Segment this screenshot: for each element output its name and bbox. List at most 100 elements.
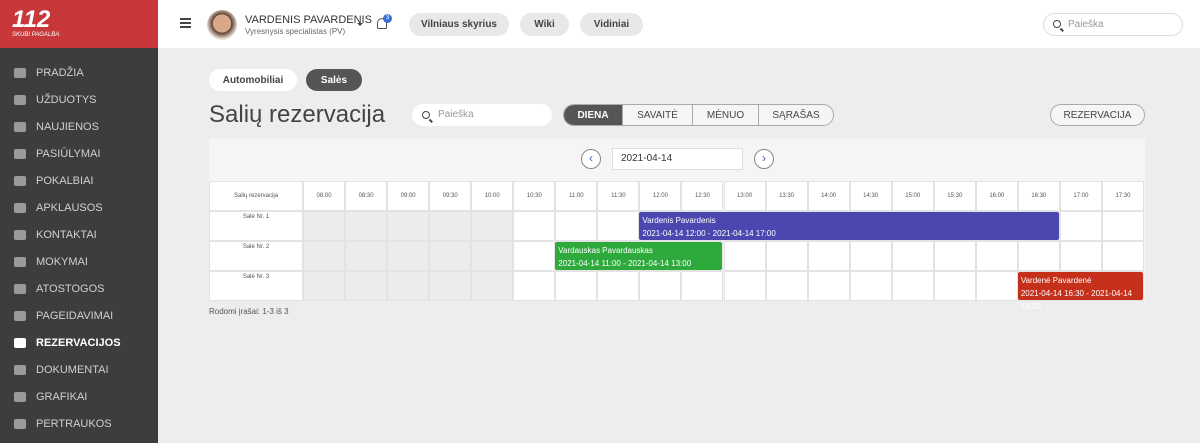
sidebar-item-grafikai[interactable]: Grafikai [0, 383, 158, 410]
sidebar-item-dokumentai[interactable]: Dokumentai [0, 356, 158, 383]
bell-icon[interactable] [377, 18, 387, 29]
time-slot[interactable] [975, 271, 1018, 301]
logo-number: 112 [12, 6, 51, 33]
tab-automobiliai[interactable]: Automobiliai [209, 69, 297, 91]
user-name[interactable]: VARDENIS PAVARDENIS [245, 14, 372, 26]
time-slot[interactable] [1101, 211, 1144, 241]
time-slot[interactable] [1059, 241, 1102, 271]
time-slot[interactable] [723, 271, 766, 301]
event-range: 2021-04-14 11:00 - 2021-04-14 13:00 [558, 259, 692, 268]
time-slot[interactable] [597, 271, 640, 301]
time-slot[interactable] [807, 241, 850, 271]
time-slot[interactable] [555, 271, 598, 301]
time-slot[interactable] [639, 271, 682, 301]
next-day-button[interactable]: › [754, 149, 774, 169]
time-slot [387, 271, 430, 301]
tab-sales[interactable]: Salės [306, 69, 362, 91]
inbox-icon [14, 148, 26, 159]
search-icon [1053, 20, 1061, 28]
user-role: Vyresnysis specialistas (PV) [245, 27, 346, 36]
time-slot[interactable] [513, 211, 556, 241]
time-slot[interactable] [891, 271, 934, 301]
event-range: 2021-04-14 16:30 - 2021-04-14 18:00 [1020, 289, 1133, 311]
view-week[interactable]: SAVAITĖ [623, 105, 693, 125]
sidebar-item-pokalbiai[interactable]: Pokalbiai [0, 167, 158, 194]
sidebar-item-apklausos[interactable]: Apklausos [0, 194, 158, 221]
chat-icon [14, 175, 26, 186]
top-search-input[interactable]: Paieška [1043, 13, 1183, 36]
time-slot[interactable] [933, 271, 976, 301]
records-count: Rodomi įrašai: 1-3 iš 3 [209, 307, 289, 316]
time-header: 14:30 [849, 181, 892, 211]
view-day[interactable]: DIENA [564, 105, 623, 125]
time-slot[interactable] [807, 271, 850, 301]
sidebar-item-užduotys[interactable]: Užduotys [0, 86, 158, 113]
reservation-event[interactable]: Vardenė Pavardenė 2021-04-14 16:30 - 2021… [1017, 272, 1143, 311]
menu-icon[interactable] [180, 18, 191, 28]
sidebar-item-pertraukos[interactable]: Pertraukos [0, 410, 158, 437]
search-input[interactable]: Paieška [412, 104, 552, 126]
time-header: 11:00 [555, 181, 598, 211]
date-input[interactable]: 2021-04-14 [612, 148, 743, 170]
view-list[interactable]: SĄRAŠAS [772, 109, 820, 121]
users-icon [14, 229, 26, 240]
clipboard-icon [14, 310, 26, 321]
time-header: 12:00 [639, 181, 682, 211]
time-slot[interactable] [849, 271, 892, 301]
sidebar-item-mokymai[interactable]: Mokymai [0, 248, 158, 275]
link-vidiniai[interactable]: Vidiniai [580, 13, 643, 36]
time-slot[interactable] [1101, 241, 1144, 271]
sidebar-item-label: Pageidavimai [36, 309, 114, 322]
corner-header: Salių rezervacija [209, 181, 303, 211]
time-slot [471, 211, 514, 241]
view-switcher: DIENA SAVAITĖ MĖNUO SĄRAŠAS [563, 104, 834, 126]
prev-day-button[interactable]: ‹ [581, 149, 601, 169]
time-slot[interactable] [681, 271, 724, 301]
time-slot[interactable] [513, 271, 556, 301]
reservation-button[interactable]: REZERVACIJA [1050, 104, 1145, 126]
view-month[interactable]: MĖNUO [693, 105, 759, 125]
time-slot[interactable] [597, 211, 640, 241]
reservation-event[interactable]: Vardauskas Pavardauskas 2021-04-14 11:00 … [555, 242, 723, 270]
time-header: 12:30 [681, 181, 724, 211]
sidebar-item-label: Pokalbiai [36, 174, 94, 187]
time-header: 13:30 [765, 181, 808, 211]
time-slot[interactable] [555, 211, 598, 241]
room-label: Salė Nr. 2 [209, 241, 303, 271]
time-slot[interactable] [1017, 241, 1060, 271]
time-slot[interactable] [891, 241, 934, 271]
sidebar-nav: Pradžia Užduotys Naujienos Pasiūlymai Pokalb… [0, 59, 158, 437]
time-slot [345, 241, 388, 271]
calendar-icon [14, 391, 26, 402]
time-slot[interactable] [513, 241, 556, 271]
chevron-down-icon[interactable] [357, 23, 363, 29]
sidebar-item-pradžia[interactable]: Pradžia [0, 59, 158, 86]
sidebar-item-label: Naujienos [36, 120, 99, 133]
coffee-icon [14, 418, 26, 429]
sidebar-item-label: Pasiūlymai [36, 147, 101, 160]
time-slot[interactable] [849, 241, 892, 271]
time-slot[interactable] [1059, 211, 1102, 241]
sidebar-item-pasiūlymai[interactable]: Pasiūlymai [0, 140, 158, 167]
time-slot[interactable] [975, 241, 1018, 271]
event-name: Vardenis Pavardenis [642, 216, 716, 225]
sidebar-item-kontaktai[interactable]: Kontaktai [0, 221, 158, 248]
sidebar-item-naujienos[interactable]: Naujienos [0, 113, 158, 140]
time-slot [387, 211, 430, 241]
link-wiki[interactable]: Wiki [520, 13, 569, 36]
avatar[interactable] [207, 10, 237, 40]
link-vilniaus-skyrius[interactable]: Vilniaus skyrius [409, 13, 509, 36]
time-slot[interactable] [723, 241, 766, 271]
logo[interactable]: 112 SKUBI PAGALBA [0, 0, 158, 48]
time-slot[interactable] [765, 241, 808, 271]
sidebar-item-pageidavimai[interactable]: Pageidavimai [0, 302, 158, 329]
time-slot[interactable] [933, 241, 976, 271]
megaphone-icon [14, 202, 26, 213]
event-name: Vardenė Pavardenė [1020, 276, 1092, 285]
tasks-icon [14, 94, 26, 105]
reservation-event[interactable]: Vardenis Pavardenis 2021-04-14 12:00 - 20… [639, 212, 1059, 240]
sidebar-item-rezervacijos[interactable]: Rezervacijos [0, 329, 158, 356]
sidebar-item-atostogos[interactable]: Atostogos [0, 275, 158, 302]
time-slot[interactable] [765, 271, 808, 301]
sidebar-item-label: Pradžia [36, 66, 84, 79]
